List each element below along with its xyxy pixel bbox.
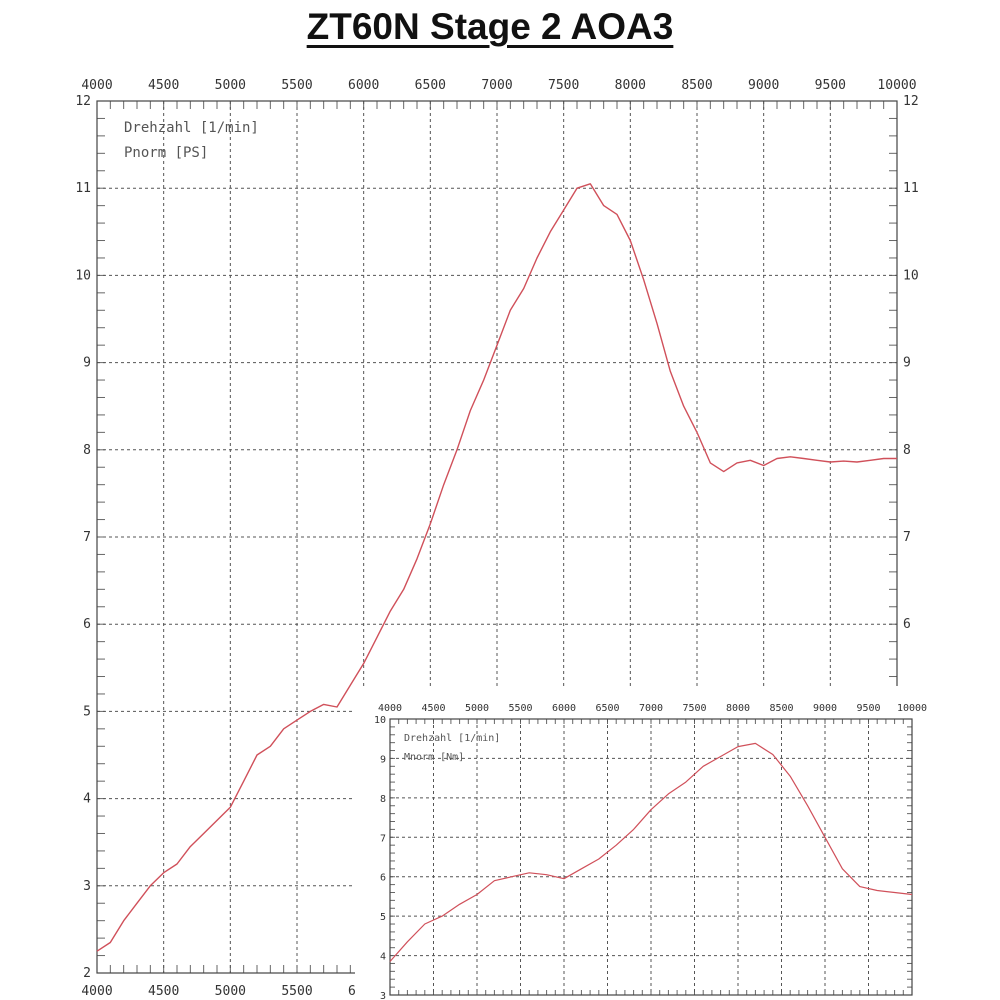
x-tick-label-top: 6000 bbox=[348, 78, 379, 93]
y-tick-label-left: 10 bbox=[75, 268, 91, 283]
x-tick-label-bottom: 5500 bbox=[281, 984, 312, 999]
main-xlabel: Drehzahl [1/min] bbox=[124, 120, 259, 136]
x-tick-label-top: 4500 bbox=[148, 78, 179, 93]
inset-chart: 4000 4500 5000 5500 6000 6500 7000 7500 8000 8500… bbox=[355, 686, 1000, 1000]
main-legend: Drehzahl [1/min] Pnorm [PS] bbox=[124, 120, 259, 161]
inset-xlabel: Drehzahl [1/min] bbox=[404, 733, 500, 744]
x-tick-label-top: 7000 bbox=[481, 78, 512, 93]
x-tick-label-top: 6500 bbox=[415, 78, 446, 93]
x-tick-label-top: 9500 bbox=[856, 703, 880, 714]
x-tick-label-bottom: 4000 bbox=[81, 984, 112, 999]
y-tick-label-right: 12 bbox=[903, 94, 919, 109]
x-tick-label-top: 8500 bbox=[681, 78, 712, 93]
y-tick-label-right: 11 bbox=[903, 181, 919, 196]
y-tick-label-left: 10 bbox=[374, 715, 386, 726]
series-line-0 bbox=[389, 742, 913, 962]
x-tick-label-bottom: 4500 bbox=[148, 984, 179, 999]
x-tick-label-top: 4500 bbox=[421, 703, 445, 714]
inset-legend: Drehzahl [1/min] Mnorm [Nm] bbox=[404, 733, 500, 763]
main-ylabel: Pnorm [PS] bbox=[124, 145, 208, 161]
inset-line-layer bbox=[389, 742, 913, 962]
x-tick-label-top: 5500 bbox=[508, 703, 532, 714]
y-tick-label-left: 8 bbox=[83, 443, 91, 458]
y-tick-label-left: 3 bbox=[83, 879, 91, 894]
y-tick-label-left: 6 bbox=[380, 873, 386, 884]
x-tick-label-top: 9500 bbox=[815, 78, 846, 93]
x-tick-label-top: 9000 bbox=[748, 78, 779, 93]
x-tick-label-top: 10000 bbox=[897, 703, 927, 714]
y-tick-label-right: 7 bbox=[903, 530, 911, 545]
x-tick-label-top: 4000 bbox=[378, 703, 402, 714]
y-tick-label-right: 9 bbox=[903, 356, 911, 371]
y-tick-label-left: 8 bbox=[380, 794, 386, 805]
y-tick-label-left: 4 bbox=[380, 952, 386, 963]
x-tick-label-top: 10000 bbox=[877, 78, 916, 93]
chart-title: ZT60N Stage 2 AOA3 bbox=[306, 6, 674, 47]
x-tick-label-top: 8500 bbox=[769, 703, 793, 714]
y-tick-label-left: 7 bbox=[83, 530, 91, 545]
y-tick-label-right: 10 bbox=[903, 268, 919, 283]
x-tick-label-top: 9000 bbox=[813, 703, 837, 714]
y-tick-label-left: 5 bbox=[380, 912, 386, 923]
x-tick-label-top: 4000 bbox=[81, 78, 112, 93]
y-tick-label-right: 8 bbox=[903, 443, 911, 458]
inset-ticks: 4000 4500 5000 5500 6000 6500 7000 7500 8000 8500… bbox=[374, 703, 927, 1000]
x-tick-label-top: 8000 bbox=[615, 78, 646, 93]
y-tick-label-left: 9 bbox=[83, 356, 91, 371]
y-tick-label-left: 6 bbox=[83, 617, 91, 632]
y-tick-label-left: 4 bbox=[83, 792, 91, 807]
y-tick-label-left: 5 bbox=[83, 704, 91, 719]
plot-frame bbox=[389, 718, 913, 996]
y-tick-label-left: 2 bbox=[83, 966, 91, 981]
x-tick-label-top: 6000 bbox=[552, 703, 576, 714]
inset-background bbox=[355, 686, 1000, 1000]
y-tick-label-left: 7 bbox=[380, 833, 386, 844]
x-tick-label-top: 6500 bbox=[595, 703, 619, 714]
x-tick-label-top: 7000 bbox=[639, 703, 663, 714]
y-tick-label-left: 11 bbox=[75, 181, 91, 196]
x-tick-label-top: 5000 bbox=[465, 703, 489, 714]
x-tick-label-top: 8000 bbox=[726, 703, 750, 714]
main-line-layer bbox=[96, 183, 897, 952]
y-tick-label-right: 6 bbox=[903, 617, 911, 632]
inset-ylabel: Mnorm [Nm] bbox=[404, 752, 464, 763]
y-tick-label-left: 9 bbox=[380, 754, 386, 765]
series-line-0 bbox=[96, 183, 897, 952]
y-tick-label-left: 12 bbox=[75, 94, 91, 109]
x-tick-label-top: 5500 bbox=[281, 78, 312, 93]
x-tick-label-top: 7500 bbox=[548, 78, 579, 93]
x-tick-label-bottom: 5000 bbox=[215, 984, 246, 999]
x-tick-label-top: 7500 bbox=[682, 703, 706, 714]
y-tick-label-left: 3 bbox=[380, 991, 386, 1000]
x-tick-label-top: 5000 bbox=[215, 78, 246, 93]
